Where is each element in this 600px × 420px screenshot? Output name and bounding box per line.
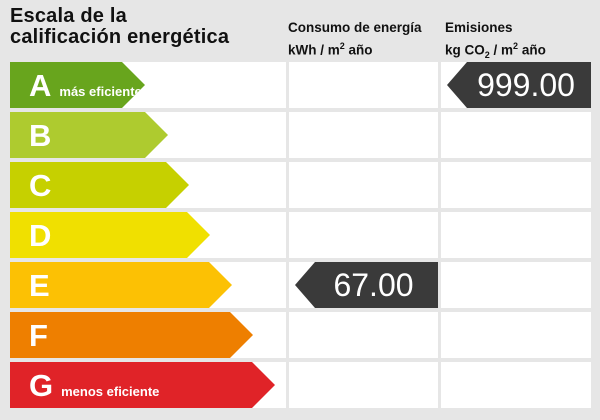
rating-letter-e: E	[29, 267, 50, 303]
cell-emisiones-f	[441, 312, 591, 358]
rating-row-b: B	[10, 112, 591, 158]
rating-letter-f: F	[29, 317, 48, 353]
cell-emisiones-c	[441, 162, 591, 208]
rating-arrow-g: G menos eficiente	[10, 362, 275, 408]
emisiones-value-badge: 999.00	[447, 62, 591, 108]
emisiones-header-title: Emisiones	[445, 20, 513, 35]
cell-emisiones-g	[441, 362, 591, 408]
rating-letter-d: D	[29, 217, 52, 253]
emisiones-value: 999.00	[477, 66, 575, 103]
rating-arrow-a: A más eficiente	[10, 62, 145, 108]
cell-emisiones-d	[441, 212, 591, 258]
rating-row-d: D	[10, 212, 591, 258]
rating-row-a: A más eficiente 999.00	[10, 62, 591, 108]
cell-emisiones-e	[441, 262, 591, 308]
consumo-value: 67.00	[333, 266, 414, 303]
consumo-value-badge: 67.00	[295, 262, 438, 308]
column-header-emisiones: Emisiones kg CO2 / m2 año	[445, 19, 546, 64]
emisiones-header-unit: kg CO2 / m2 año	[445, 41, 546, 61]
rating-row-e: E 67.00	[10, 262, 591, 308]
rating-arrow-f: F	[10, 312, 253, 358]
consumo-header-title: Consumo de energía	[288, 20, 422, 35]
cell-consumo-g	[289, 362, 438, 408]
rating-row-c: C	[10, 162, 591, 208]
consumo-header-unit: kWh / m2 año	[288, 41, 373, 58]
rating-note-least-efficient: menos eficiente	[61, 384, 160, 399]
cell-consumo-f	[289, 312, 438, 358]
rating-letter-g: G	[29, 367, 54, 403]
page-title: Escala de la calificación energética	[10, 6, 229, 48]
page-title-line1: Escala de la	[10, 5, 127, 27]
rating-letter-c: C	[29, 167, 52, 203]
cell-emisiones-b	[441, 112, 591, 158]
rating-letter-b: B	[29, 117, 52, 153]
cell-consumo-a	[289, 62, 438, 108]
rating-letter-a: A	[29, 67, 52, 103]
rating-row-g: G menos eficiente	[10, 362, 591, 408]
rating-arrow-c: C	[10, 162, 189, 208]
page-title-line2: calificación energética	[10, 26, 230, 48]
cell-consumo-c	[289, 162, 438, 208]
cell-consumo-b	[289, 112, 438, 158]
rating-arrow-d: D	[10, 212, 210, 258]
cell-consumo-d	[289, 212, 438, 258]
rating-arrow-b: B	[10, 112, 168, 158]
rating-arrow-e: E	[10, 262, 232, 308]
rating-note-most-efficient: más eficiente	[59, 84, 142, 99]
rating-row-f: F	[10, 312, 591, 358]
column-header-consumo: Consumo de energía kWh / m2 año	[288, 19, 422, 60]
